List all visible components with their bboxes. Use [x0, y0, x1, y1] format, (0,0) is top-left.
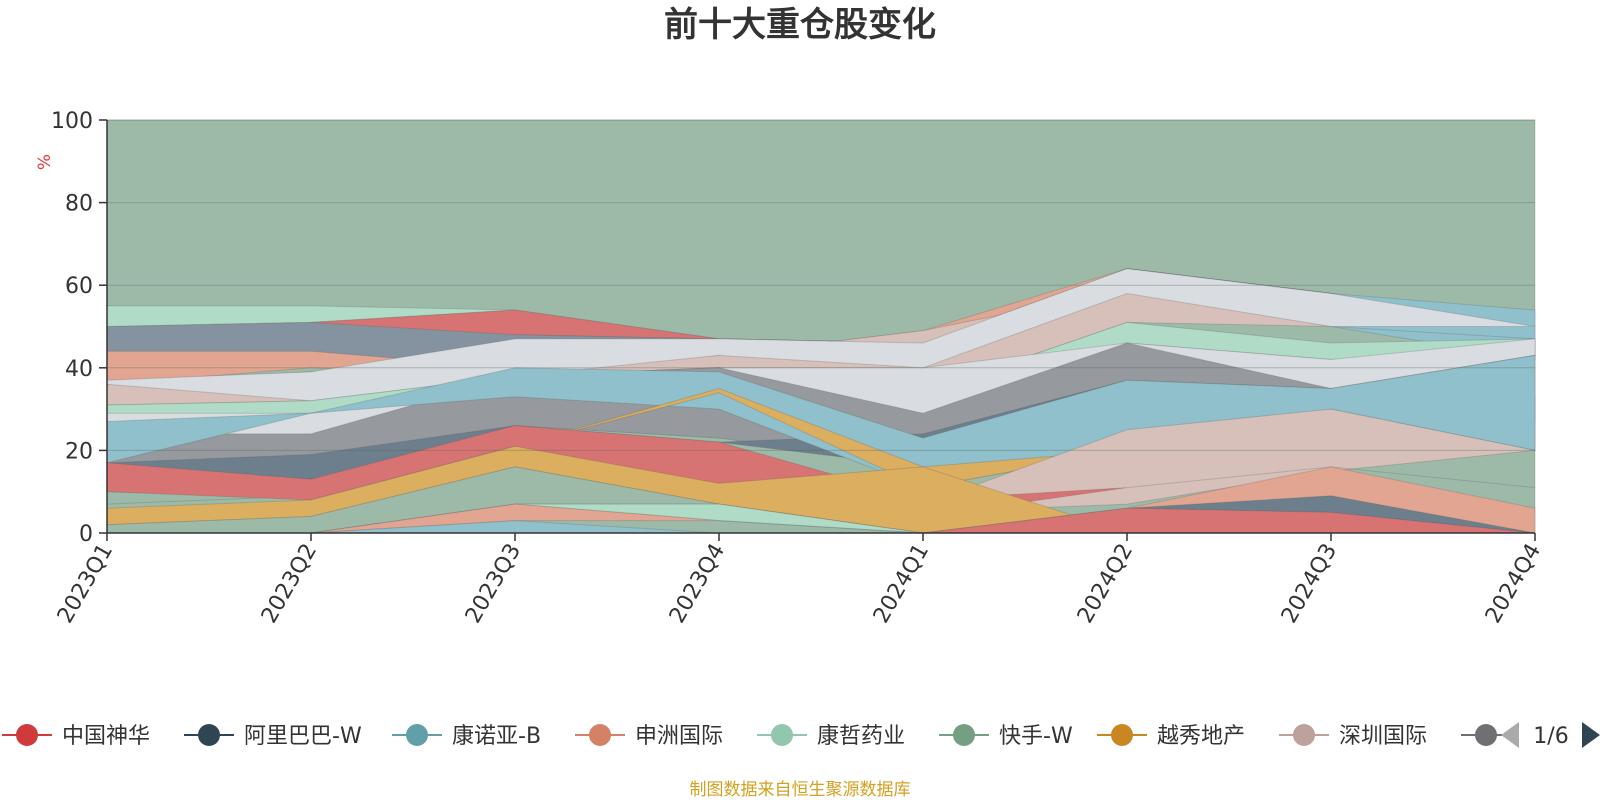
area-bands [106, 119, 1536, 534]
x-tick-label: 2024Q2 [1073, 540, 1138, 628]
chart-title: 前十大重仓股变化 [664, 5, 936, 45]
legend-marker-icon [589, 724, 611, 746]
legend-next-page-icon[interactable] [1582, 722, 1600, 748]
legend-prev-page-icon[interactable] [1501, 722, 1519, 748]
area-band-20 [107, 466, 1536, 534]
y-axis-unit: % [35, 154, 55, 170]
legend-label: 越秀地产 [1157, 724, 1245, 749]
x-tick-label: 2023Q3 [461, 540, 526, 628]
legend-marker-icon [1293, 724, 1315, 746]
legend-item[interactable]: 快手-W [939, 724, 1073, 749]
legend-label: 中国神华 [62, 724, 150, 749]
x-tick-label: 2024Q1 [869, 540, 934, 628]
legend-marker-icon [953, 724, 975, 746]
y-tick-label: 80 [65, 192, 93, 217]
legend-label: 深圳国际 [1339, 724, 1427, 749]
legend-marker-icon [1475, 724, 1497, 746]
legend-label: 阿里巴巴-W [244, 724, 362, 749]
legend-label: 康诺亚-B [452, 724, 541, 749]
legend-item[interactable]: 康哲药业 [757, 724, 905, 749]
legend-item[interactable]: 深圳国际 [1279, 724, 1427, 749]
legend-page-indicator: 1/6 [1533, 724, 1568, 749]
y-tick-label: 0 [79, 522, 93, 547]
y-tick-label: 100 [51, 109, 93, 134]
legend-marker-icon [1111, 724, 1133, 746]
legend-item[interactable]: 申洲国际 [575, 724, 723, 749]
legend-item[interactable]: 中国神华 [2, 724, 150, 749]
x-tick-label: 2023Q4 [665, 540, 730, 628]
legend[interactable]: 中国神华 阿里巴巴-W 康诺亚-B 申洲国际 康哲药业 快手-W 越秀地产 深圳国际 1/6 [2, 722, 1600, 749]
legend-marker-icon [406, 724, 428, 746]
legend-label: 快手-W [999, 724, 1073, 749]
x-tick-label: 2024Q3 [1277, 540, 1342, 628]
legend-label: 康哲药业 [817, 724, 905, 749]
legend-item[interactable]: 越秀地产 [1097, 724, 1245, 749]
legend-label: 申洲国际 [635, 724, 723, 749]
legend-marker-icon [771, 724, 793, 746]
y-tick-label: 40 [65, 357, 93, 382]
data-source-note: 制图数据来自恒生聚源数据库 [690, 780, 911, 800]
legend-item[interactable]: 阿里巴巴-W [184, 724, 362, 749]
x-tick-label: 2024Q4 [1481, 540, 1546, 628]
legend-marker-icon [16, 724, 38, 746]
x-tick-label: 2023Q2 [257, 540, 322, 628]
grid-lines [107, 119, 1535, 451]
y-tick-label: 60 [65, 274, 93, 299]
legend-marker-icon [198, 724, 220, 746]
x-tick-label: 2023Q1 [53, 540, 118, 628]
y-tick-label: 20 [65, 439, 93, 464]
legend-item[interactable]: 康诺亚-B [392, 724, 541, 749]
